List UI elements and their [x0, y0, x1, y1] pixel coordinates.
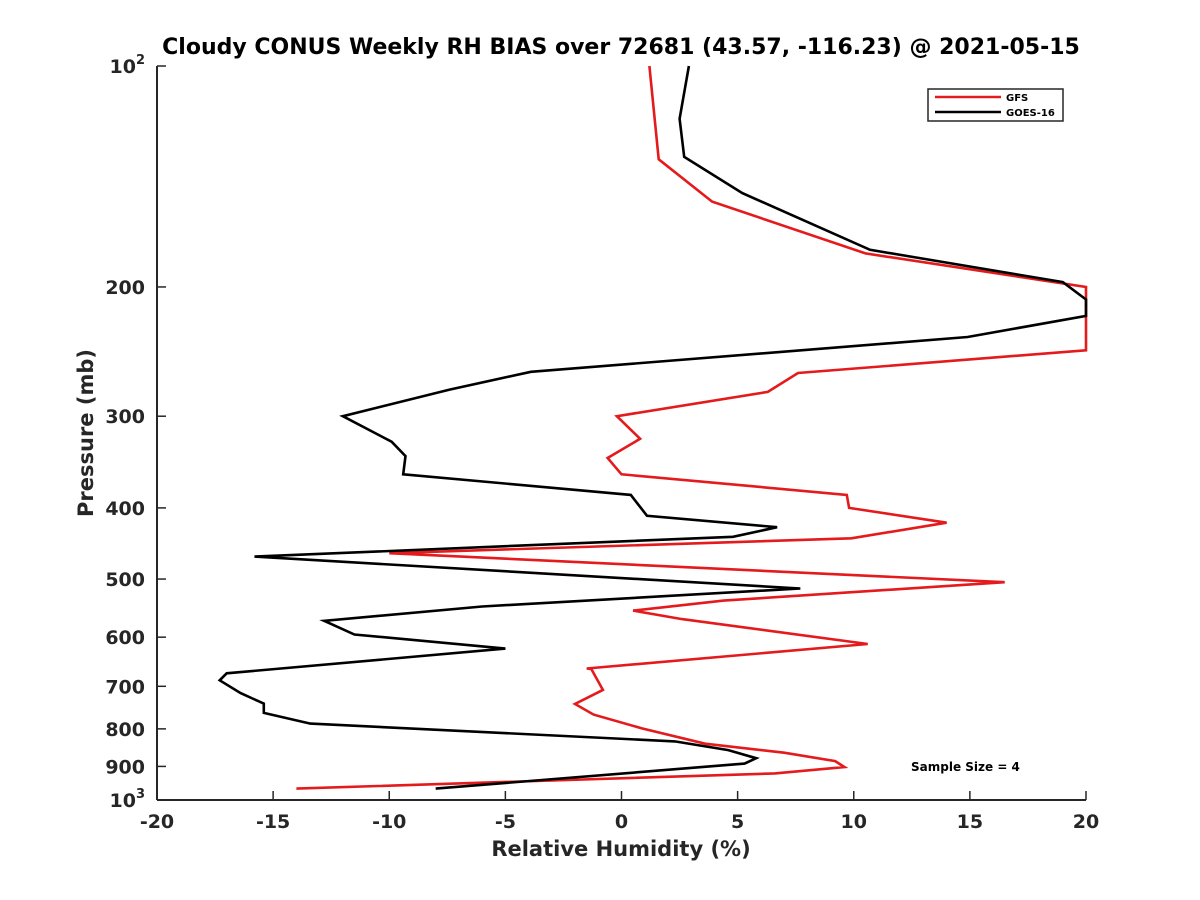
x-axis-label: Relative Humidity (%) [491, 837, 750, 861]
y-tick-label: 600 [105, 627, 145, 649]
plot-frame [157, 66, 1086, 800]
y-tick-label: 200 [105, 277, 145, 299]
legend: GFS GOES-16 [927, 88, 1064, 122]
plot-area: -20 -15 -10 -5 0 5 10 15 20 102 200 300 400 500 600 70… [105, 53, 1099, 833]
legend-label-goes16: GOES-16 [1006, 108, 1055, 119]
legend-box [927, 88, 1064, 122]
series-line-goes-16 [217, 65, 1088, 790]
sample-size-annotation: Sample Size = 4 [911, 760, 1020, 774]
y-ticks: 102 200 300 400 500 600 700 800 900 103 [105, 53, 166, 812]
y-tick-label: 700 [105, 676, 145, 698]
y-tick-label: 300 [105, 406, 145, 428]
legend-label-gfs: GFS [1006, 93, 1028, 104]
y-tick-label: 800 [105, 719, 145, 741]
x-tick-label: -15 [256, 811, 290, 833]
y-tick-label: 500 [105, 569, 145, 591]
y-tick-label: 400 [105, 498, 145, 520]
series-line-gfs [296, 65, 1088, 790]
x-tick-label: 20 [1073, 811, 1099, 833]
x-tick-label: -10 [372, 811, 406, 833]
x-tick-label: 10 [841, 811, 867, 833]
x-ticks: -20 -15 -10 -5 0 5 10 15 20 [140, 791, 1099, 833]
chart-title: Cloudy CONUS Weekly RH BIAS over 72681 (… [162, 35, 1080, 60]
x-tick-label: -5 [495, 811, 516, 833]
x-tick-label: 0 [615, 811, 628, 833]
x-tick-label: 5 [731, 811, 744, 833]
x-tick-label: -20 [140, 811, 174, 833]
x-tick-label: 15 [957, 811, 983, 833]
y-axis-label: Pressure (mb) [74, 349, 98, 517]
series-layer [217, 65, 1088, 790]
y-tick-label: 900 [105, 756, 145, 778]
y-tick-label: 102 [110, 53, 146, 78]
y-tick-label: 103 [110, 787, 146, 812]
